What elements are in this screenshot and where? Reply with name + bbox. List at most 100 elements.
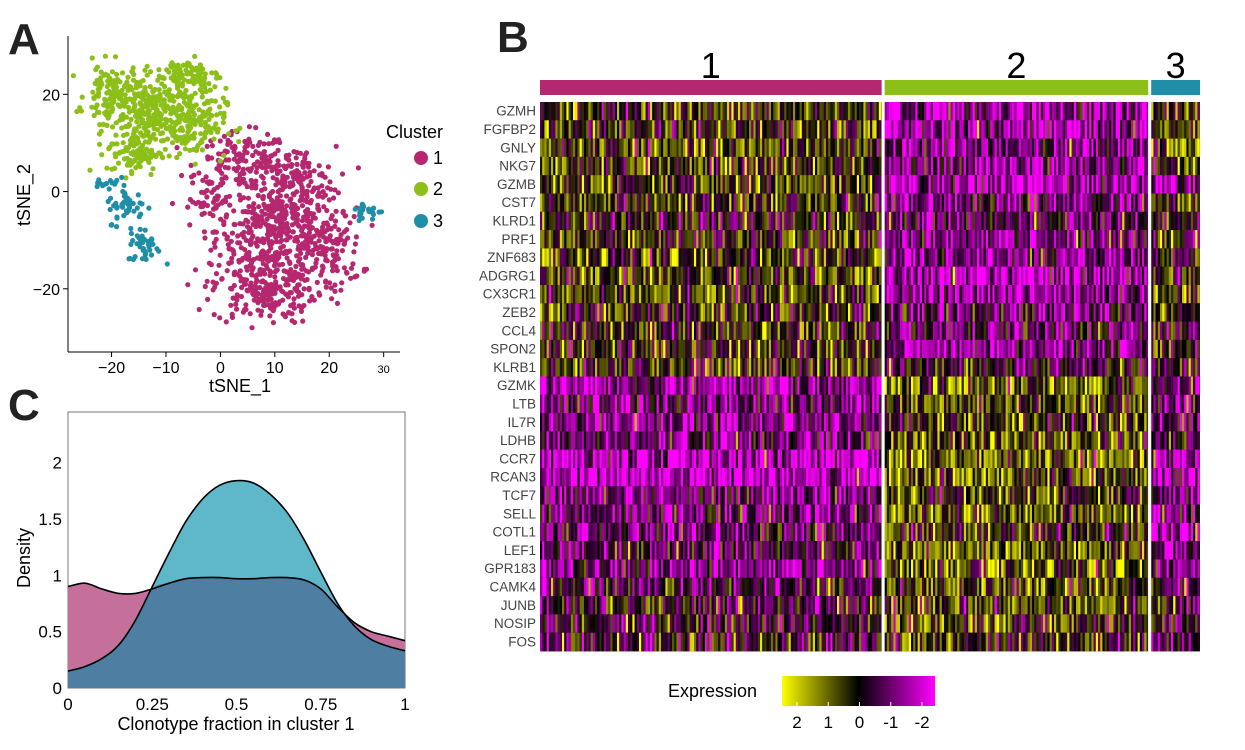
- heatmap-cell: [795, 230, 798, 249]
- heatmap-cell: [889, 138, 892, 158]
- heatmap-cell: [893, 230, 896, 249]
- heatmap-cell: [647, 120, 651, 139]
- tsne-point-cluster-2: [196, 107, 202, 113]
- heatmap-cell: [608, 138, 611, 158]
- heatmap-cell: [606, 120, 609, 139]
- heatmap-cell: [784, 266, 787, 286]
- heatmap-cell: [562, 120, 565, 139]
- heatmap-cell: [674, 156, 677, 176]
- heatmap-cell: [1003, 248, 1006, 267]
- heatmap-cell: [911, 230, 914, 249]
- tsne-point-cluster-1: [243, 277, 250, 283]
- heatmap-cell: [1049, 230, 1052, 249]
- heatmap-cell: [766, 120, 769, 139]
- tsne-point-cluster-2: [174, 154, 180, 161]
- heatmap-cell: [573, 102, 576, 121]
- heatmap-cell: [983, 266, 986, 286]
- heatmap-cell: [1173, 156, 1176, 176]
- heatmap-cell: [919, 211, 923, 231]
- heatmap-cell: [854, 102, 857, 121]
- heatmap-cell: [878, 156, 882, 176]
- heatmap-cell: [762, 102, 765, 121]
- heatmap-cell: [837, 156, 840, 176]
- heatmap-cell: [603, 285, 607, 304]
- heatmap-cell: [694, 138, 697, 158]
- heatmap-cell: [619, 211, 622, 231]
- heatmap-cell: [784, 138, 787, 158]
- heatmap-cell: [1016, 266, 1019, 286]
- heatmap-cell: [979, 102, 982, 121]
- heatmap-cell: [612, 175, 615, 194]
- heatmap-cell: [678, 156, 681, 176]
- tsne-point-cluster-1: [262, 302, 268, 308]
- heatmap-cell: [900, 230, 903, 249]
- heatmap-cell: [977, 120, 980, 139]
- heatmap-cell: [1027, 138, 1030, 158]
- heatmap-cell: [1104, 156, 1107, 176]
- heatmap-cell: [812, 102, 816, 121]
- heatmap-cell: [1173, 102, 1176, 121]
- heatmap-cell: [654, 230, 657, 249]
- heatmap-cell: [771, 211, 774, 231]
- tsne-point-cluster-1: [272, 250, 279, 256]
- tsne-point-cluster-1: [249, 325, 255, 331]
- heatmap-cell: [878, 211, 882, 231]
- heatmap-cell: [777, 266, 780, 286]
- heatmap-cell: [1078, 138, 1081, 158]
- heatmap-cell: [1040, 175, 1044, 194]
- heatmap-cell: [586, 285, 589, 304]
- heatmap-cell: [854, 193, 857, 213]
- heatmap-cell: [630, 248, 633, 267]
- heatmap-cell: [963, 266, 967, 286]
- heatmap-cell: [1047, 230, 1050, 249]
- heatmap-cell: [1168, 248, 1172, 267]
- heatmap-cell: [1184, 193, 1187, 213]
- heatmap-cell: [848, 156, 851, 176]
- tsne-point-cluster-3: [128, 225, 134, 232]
- heatmap-cell: [941, 230, 945, 249]
- heatmap-cell: [542, 266, 545, 286]
- heatmap-cell: [1080, 102, 1083, 121]
- tsne-point-cluster-1: [249, 267, 255, 273]
- heatmap-cell: [852, 138, 855, 158]
- heatmap-cell: [1182, 248, 1185, 267]
- tsne-point-cluster-1: [218, 182, 224, 188]
- heatmap-cell: [742, 230, 745, 249]
- heatmap-cell: [753, 230, 756, 249]
- heatmap-cell: [685, 102, 688, 121]
- heatmap-cell: [733, 211, 736, 231]
- heatmap-cell: [1067, 266, 1070, 286]
- heatmap-cell: [647, 211, 651, 231]
- heatmap-cell: [939, 138, 942, 158]
- heatmap-cell: [1025, 193, 1028, 213]
- heatmap-cell: [1003, 211, 1006, 231]
- heatmap-cell: [672, 211, 675, 231]
- heatmap-cell: [933, 120, 936, 139]
- heatmap-cell: [702, 175, 706, 194]
- tsne-point-cluster-1: [290, 273, 296, 279]
- heatmap-cell: [1043, 102, 1046, 121]
- heatmap-cell: [612, 266, 615, 286]
- tsne-point-cluster-1: [249, 271, 255, 277]
- heatmap-cell: [861, 175, 864, 194]
- tsne-point-cluster-1: [288, 196, 294, 202]
- heatmap-cell: [696, 138, 699, 158]
- heatmap-cell: [1164, 211, 1167, 231]
- heatmap-cell: [1056, 156, 1059, 176]
- heatmap-cell: [674, 230, 677, 249]
- heatmap-cell: [930, 248, 934, 267]
- heatmap-cell: [797, 230, 800, 249]
- heatmap-cell: [751, 248, 754, 267]
- heatmap-cell: [731, 266, 734, 286]
- tsne-point-cluster-2: [148, 171, 154, 178]
- heatmap-cell: [709, 266, 712, 286]
- heatmap-cell: [630, 175, 633, 194]
- heatmap-cell: [865, 156, 868, 176]
- heatmap-cell: [1014, 230, 1017, 249]
- heatmap-cell: [733, 266, 736, 286]
- tsne-point-cluster-1: [301, 286, 307, 292]
- heatmap-cell: [937, 175, 940, 194]
- heatmap-cell: [738, 156, 741, 176]
- heatmap-cell: [812, 248, 816, 267]
- tsne-point-cluster-1: [315, 202, 321, 208]
